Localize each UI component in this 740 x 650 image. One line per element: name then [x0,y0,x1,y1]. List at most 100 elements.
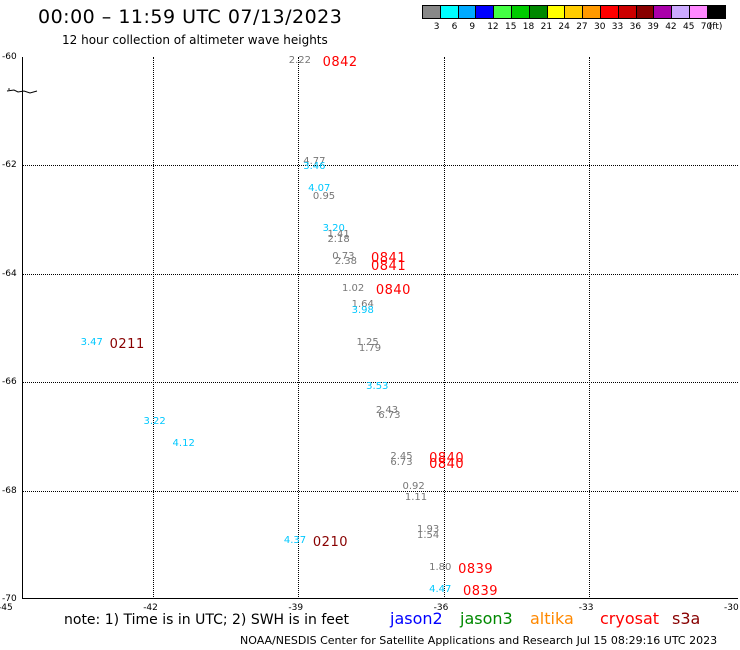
pass-time-label: 0211 [109,337,145,353]
gridline-lon [298,57,300,599]
satellite-jason3: jason3 [460,609,513,628]
wave-height-label: 2.22 [288,55,311,67]
wave-height-label: 1.79 [358,342,382,354]
wave-height-label: 0.95 [312,190,336,202]
legend-swatch [706,5,726,19]
wave-height-label: 0.92 [402,480,425,492]
pass-time-label: 0840 [429,451,465,467]
legend-swatch [422,5,441,19]
wave-height-label: 4.77 [303,155,326,167]
pass-time-label: 0210 [312,535,348,551]
credit-line: NOAA/NESDIS Center for Satellite Applica… [240,634,718,647]
legend-swatch [493,5,512,19]
x-tick-label: -42 [143,603,158,613]
wave-height-label: 1.41 [327,228,350,240]
y-tick-label: -66 [2,377,17,388]
wave-height-label: 3.46 [303,161,326,173]
legend-label: 30 [594,22,606,32]
gridline-lat [22,490,738,492]
legend-swatch [671,5,690,19]
x-tick-label: -30 [724,603,739,613]
legend-swatch [617,5,637,19]
wave-height-label: 3.98 [351,304,374,316]
x-tick-label: -33 [578,603,594,613]
pass-time-label: 0840 [375,283,411,299]
gridline-lat [22,165,738,167]
page-title: 00:00 – 11:59 UTC 07/13/2023 [38,6,343,28]
legend-label: 27 [576,22,588,32]
satellite-s3a: s3a [672,609,701,628]
pass-time-label: 0842 [322,55,358,71]
y-tick-label: -68 [2,485,17,496]
wave-height-label: 1.93 [416,524,440,536]
satellite-altika: altika [530,609,574,628]
wave-height-label: 1.80 [429,562,452,574]
wave-height-label: 1.54 [416,529,440,541]
wave-height-label: 4.37 [283,535,307,547]
legend-label: 45 [683,22,695,32]
map-plot-area [22,57,738,599]
x-tick-label: -36 [433,603,449,613]
legend-swatch [439,5,459,19]
wave-height-label: 4.47 [429,583,452,595]
legend-label: 15 [505,22,517,32]
legend-swatch [511,5,530,19]
legend-label: 70 [700,22,713,32]
wave-height-label: 1.25 [356,337,379,349]
wave-height-label: 1.11 [404,491,428,503]
legend-swatch [582,5,601,19]
legend-swatch [689,5,708,19]
legend-swatch [528,5,548,19]
wave-height-label: 1.02 [341,283,365,295]
legend-label: 24 [558,22,570,32]
legend-swatch [600,5,619,19]
legend-label: 12 [487,22,499,32]
wave-height-label: 3.22 [143,415,166,427]
legend-unit: (ft) [708,22,723,32]
gridline-lon [588,57,590,599]
legend-swatch [635,5,655,19]
pass-time-label: 0839 [458,562,494,578]
wave-height-label: 3.47 [80,337,103,349]
legend-label: 36 [629,22,642,32]
legend-swatch [475,5,495,19]
pass-time-label: 0841 [371,258,407,274]
wave-height-label: 2.18 [327,234,350,246]
x-tick-label: -45 [0,603,13,613]
legend-label: 18 [522,22,535,32]
pass-time-label: 0840 [429,456,465,472]
y-tick-label: -64 [2,268,17,279]
y-tick-label: -62 [2,160,17,171]
legend-swatch [653,5,673,19]
legend-swatch [564,5,584,19]
gridline-lon [153,57,155,599]
gridline-lon [443,57,445,599]
legend-label: 33 [611,22,624,32]
legend-label: 39 [647,22,659,32]
legend-label: 3 [433,22,440,32]
wave-height-label: 3.53 [366,380,389,392]
y-tick-label: -70 [2,594,17,604]
x-tick-label: -39 [288,603,304,613]
page-subtitle: 12 hour collection of altimeter wave hei… [62,33,328,47]
wave-height-label: 4.07 [308,182,331,194]
footer-note: note: 1) Time is in UTC; 2) SWH is in fe… [64,612,350,628]
wave-height-label: 1.64 [351,299,374,311]
wave-height-label: 3.20 [322,223,345,235]
wave-height-label: 2.43 [375,405,399,416]
legend-label: 9 [469,22,476,32]
satellite-jason2: jason2 [390,609,443,628]
pass-time-label: 0839 [462,583,499,599]
wave-height-label: 0.73 [332,250,355,262]
legend-swatch [457,5,477,19]
pass-time-label: 0841 [371,250,407,266]
wave-height-label: 6.73 [390,456,413,468]
legend-label: 42 [665,22,677,32]
coastline-fragment [6,88,38,94]
wave-height-label: 6.73 [378,410,401,422]
gridline-lat [22,382,738,384]
wave-height-label: 2.45 [390,451,413,463]
legend-swatch [546,5,566,19]
legend-label: 6 [451,22,458,32]
satellite-cryosat: cryosat [600,609,660,628]
